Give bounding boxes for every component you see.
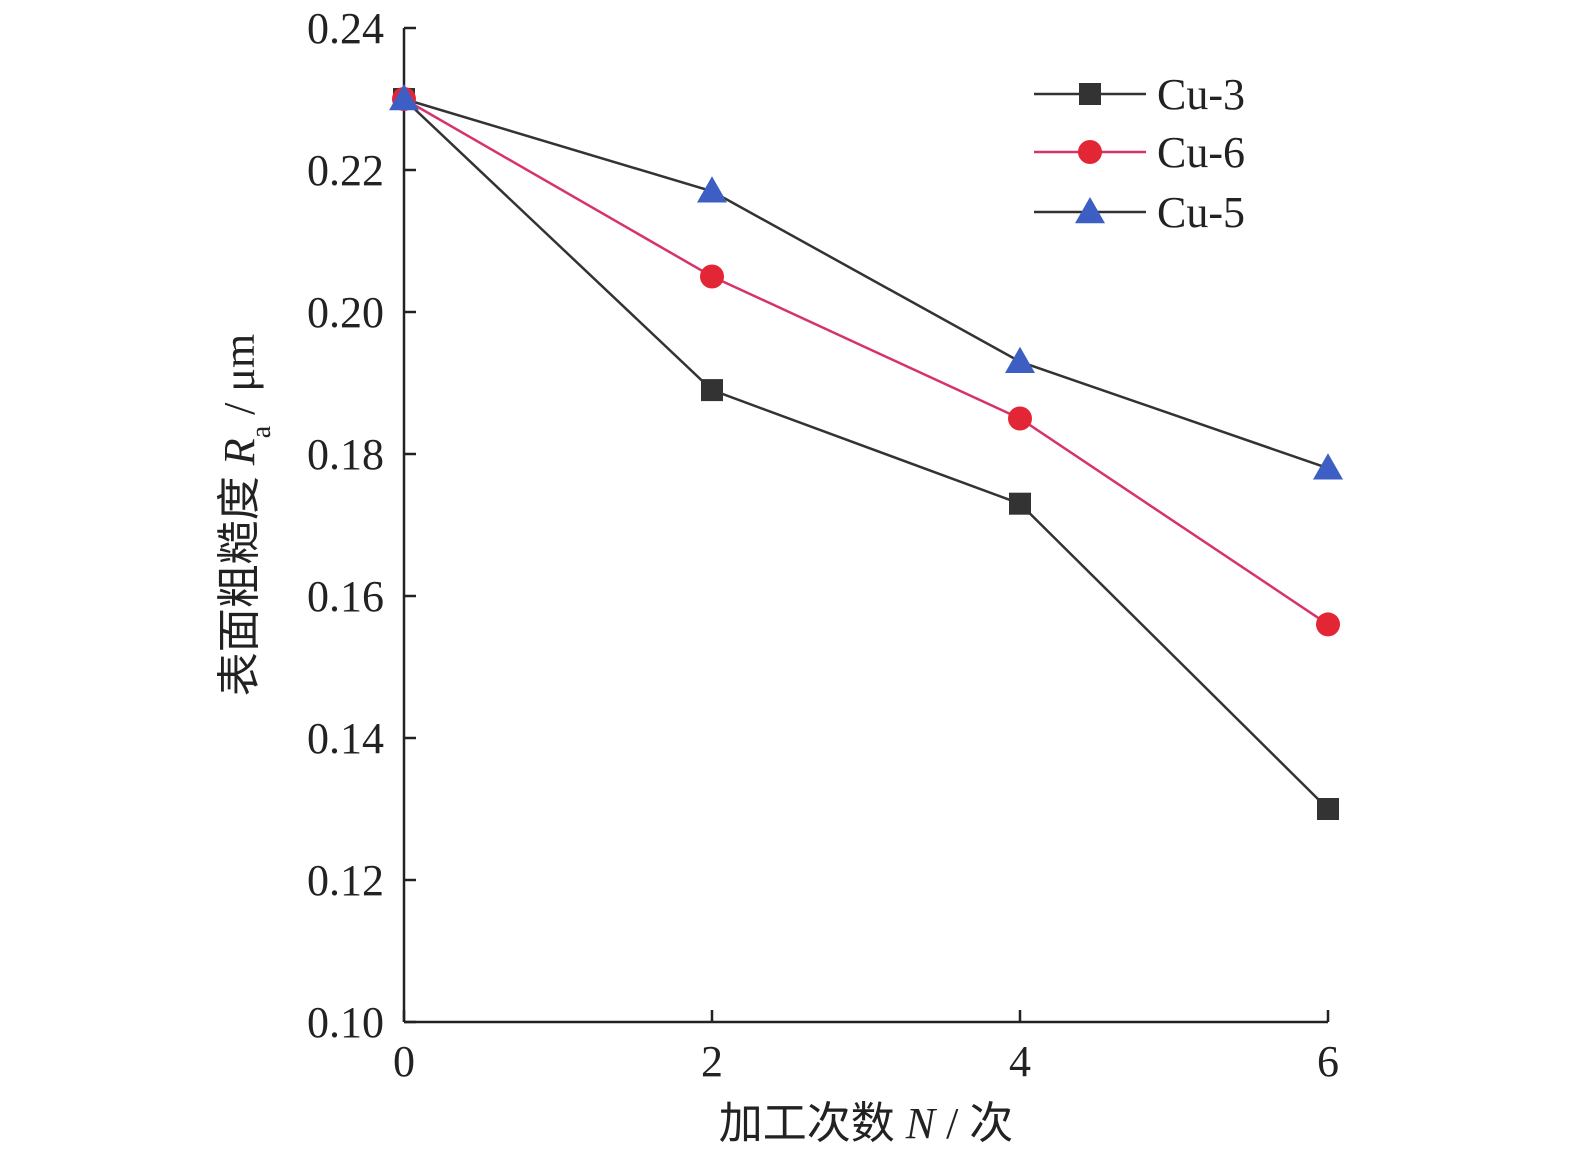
x-tick-label: 2 bbox=[701, 1037, 723, 1086]
data-point-cu-5 bbox=[1005, 346, 1035, 373]
data-point-cu-5 bbox=[1313, 453, 1343, 480]
legend-label-cu-6: Cu-6 bbox=[1157, 128, 1245, 177]
y-tick-label: 0.22 bbox=[307, 146, 384, 195]
y-ticks: 0.10 0.12 0.14 0.16 0.18 0.20 0.22 0.24 bbox=[307, 4, 416, 1047]
legend-label-cu-3: Cu-3 bbox=[1157, 70, 1245, 119]
legend-label-cu-5: Cu-5 bbox=[1157, 188, 1245, 237]
y-axis-label-var: R bbox=[215, 438, 264, 466]
axes bbox=[402, 28, 1328, 1024]
data-point-cu-5 bbox=[389, 84, 419, 111]
x-axis-label-prefix: 加工次数 bbox=[719, 1099, 906, 1148]
series-line-cu-5 bbox=[403, 97, 1329, 470]
x-ticks: 0 2 4 6 bbox=[393, 1010, 1339, 1086]
legend-marker-cu-5 bbox=[1075, 197, 1105, 224]
data-point-cu-3 bbox=[1009, 492, 1031, 515]
series-line-cu-3 bbox=[403, 98, 1329, 810]
series-markers bbox=[389, 84, 1343, 820]
x-tick-label: 4 bbox=[1009, 1037, 1031, 1086]
x-tick-label: 0 bbox=[393, 1037, 415, 1086]
x-axis-label-var: N bbox=[905, 1099, 938, 1148]
data-point-cu-6 bbox=[1008, 406, 1032, 431]
x-tick-label: 6 bbox=[1317, 1037, 1339, 1086]
y-axis-label: 表面粗糙度 Ra / μm bbox=[215, 334, 277, 696]
y-tick-label: 0.12 bbox=[307, 856, 384, 905]
y-axis-label-suffix: / μm bbox=[215, 334, 264, 426]
legend-marker-cu-6 bbox=[1078, 140, 1102, 164]
y-tick-label: 0.18 bbox=[307, 430, 384, 479]
x-axis-label: 加工次数 N / 次 bbox=[719, 1099, 1014, 1148]
series-line-cu-6 bbox=[403, 97, 1329, 626]
y-axis-label-prefix: 表面粗糙度 bbox=[215, 465, 264, 696]
data-point-cu-5 bbox=[697, 176, 727, 203]
data-point-cu-6 bbox=[700, 264, 724, 289]
legend-marker-cu-3 bbox=[1079, 83, 1101, 105]
y-tick-label: 0.10 bbox=[307, 998, 384, 1047]
y-tick-label: 0.16 bbox=[307, 572, 384, 621]
legend: Cu-3 Cu-6 Cu-5 bbox=[1034, 70, 1245, 237]
y-tick-label: 0.24 bbox=[307, 4, 384, 53]
y-tick-label: 0.14 bbox=[307, 714, 384, 763]
data-point-cu-3 bbox=[1317, 798, 1339, 820]
x-axis-label-suffix: / 次 bbox=[935, 1099, 1013, 1148]
series-lines bbox=[403, 97, 1329, 810]
data-point-cu-3 bbox=[701, 379, 723, 402]
y-axis-label-sub: a bbox=[246, 425, 277, 438]
y-tick-label: 0.20 bbox=[307, 288, 384, 337]
data-point-cu-6 bbox=[1316, 612, 1340, 637]
